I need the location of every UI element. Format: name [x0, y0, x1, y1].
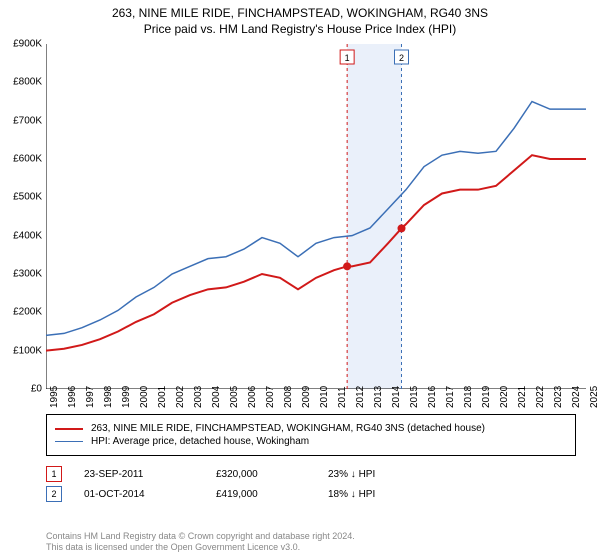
x-tick-label: 2024 [571, 386, 582, 408]
x-tick-label: 2001 [157, 386, 168, 408]
series-price_paid [46, 155, 586, 351]
svg-text:2: 2 [399, 53, 404, 63]
legend-item: 263, NINE MILE RIDE, FINCHAMPSTEAD, WOKI… [55, 423, 567, 434]
x-tick-label: 2013 [373, 386, 384, 408]
legend-item: HPI: Average price, detached house, Woki… [55, 436, 567, 447]
legend-swatch [55, 441, 83, 442]
y-tick-label: £200K [0, 307, 42, 318]
license-text: Contains HM Land Registry data © Crown c… [46, 531, 355, 554]
y-tick-label: £400K [0, 230, 42, 241]
marker-delta: 18% ↓ HPI [328, 489, 375, 500]
x-tick-label: 1998 [103, 386, 114, 408]
y-tick-label: £600K [0, 154, 42, 165]
marker-price: £320,000 [216, 469, 306, 480]
x-tick-label: 2002 [175, 386, 186, 408]
x-tick-label: 1997 [85, 386, 96, 408]
data-point [343, 262, 351, 270]
x-tick-label: 2006 [247, 386, 258, 408]
marker-id-box: 2 [46, 486, 62, 502]
y-tick-label: £300K [0, 269, 42, 280]
x-tick-label: 2011 [337, 386, 348, 408]
figure: 263, NINE MILE RIDE, FINCHAMPSTEAD, WOKI… [0, 0, 600, 560]
x-tick-label: 2018 [463, 386, 474, 408]
x-tick-label: 2020 [499, 386, 510, 408]
x-tick-label: 2009 [301, 386, 312, 408]
y-tick-label: £900K [0, 39, 42, 50]
marker-table: 1 23-SEP-2011 £320,000 23% ↓ HPI 2 01-OCT-201… [46, 462, 576, 506]
legend-label: HPI: Average price, detached house, Woki… [91, 436, 309, 447]
marker-date: 23-SEP-2011 [84, 469, 194, 480]
x-tick-label: 2000 [139, 386, 150, 408]
svg-text:1: 1 [345, 53, 350, 63]
legend: 263, NINE MILE RIDE, FINCHAMPSTEAD, WOKI… [46, 414, 576, 456]
x-tick-label: 2025 [589, 386, 600, 408]
x-tick-label: 2005 [229, 386, 240, 408]
chart-titles: 263, NINE MILE RIDE, FINCHAMPSTEAD, WOKI… [0, 0, 600, 36]
y-tick-label: £500K [0, 192, 42, 203]
x-tick-label: 2023 [553, 386, 564, 408]
x-tick-label: 2017 [445, 386, 456, 408]
marker-label-box: 2 [395, 50, 409, 64]
y-tick-label: £700K [0, 115, 42, 126]
marker-row: 1 23-SEP-2011 £320,000 23% ↓ HPI [46, 466, 576, 482]
license-line: This data is licensed under the Open Gov… [46, 542, 355, 554]
x-tick-label: 2021 [517, 386, 528, 408]
chart-title-main: 263, NINE MILE RIDE, FINCHAMPSTEAD, WOKI… [0, 6, 600, 20]
marker-delta: 23% ↓ HPI [328, 469, 375, 480]
series-hpi [46, 102, 586, 336]
x-tick-label: 2016 [427, 386, 438, 408]
x-tick-label: 1995 [49, 386, 60, 408]
x-tick-label: 2019 [481, 386, 492, 408]
marker-id-box: 1 [46, 466, 62, 482]
data-point [398, 224, 406, 232]
legend-swatch [55, 428, 83, 430]
shade-band [347, 44, 401, 389]
x-tick-label: 1996 [67, 386, 78, 408]
marker-date: 01-OCT-2014 [84, 489, 194, 500]
marker-price: £419,000 [216, 489, 306, 500]
x-tick-label: 2014 [391, 386, 402, 408]
marker-row: 2 01-OCT-2014 £419,000 18% ↓ HPI [46, 486, 576, 502]
y-tick-label: £0 [0, 384, 42, 395]
x-tick-label: 2004 [211, 386, 222, 408]
x-tick-label: 2015 [409, 386, 420, 408]
x-tick-label: 1999 [121, 386, 132, 408]
x-tick-label: 2007 [265, 386, 276, 408]
x-tick-label: 2010 [319, 386, 330, 408]
license-line: Contains HM Land Registry data © Crown c… [46, 531, 355, 543]
x-tick-label: 2003 [193, 386, 204, 408]
chart-area: 12 1995199619971998199920002001200220032… [46, 44, 586, 389]
chart-svg: 12 [46, 44, 586, 389]
x-tick-label: 2008 [283, 386, 294, 408]
legend-label: 263, NINE MILE RIDE, FINCHAMPSTEAD, WOKI… [91, 423, 485, 434]
y-tick-label: £100K [0, 345, 42, 356]
x-tick-label: 2022 [535, 386, 546, 408]
marker-label-box: 1 [340, 50, 354, 64]
y-tick-label: £800K [0, 77, 42, 88]
x-tick-label: 2012 [355, 386, 366, 408]
chart-title-sub: Price paid vs. HM Land Registry's House … [0, 22, 600, 36]
